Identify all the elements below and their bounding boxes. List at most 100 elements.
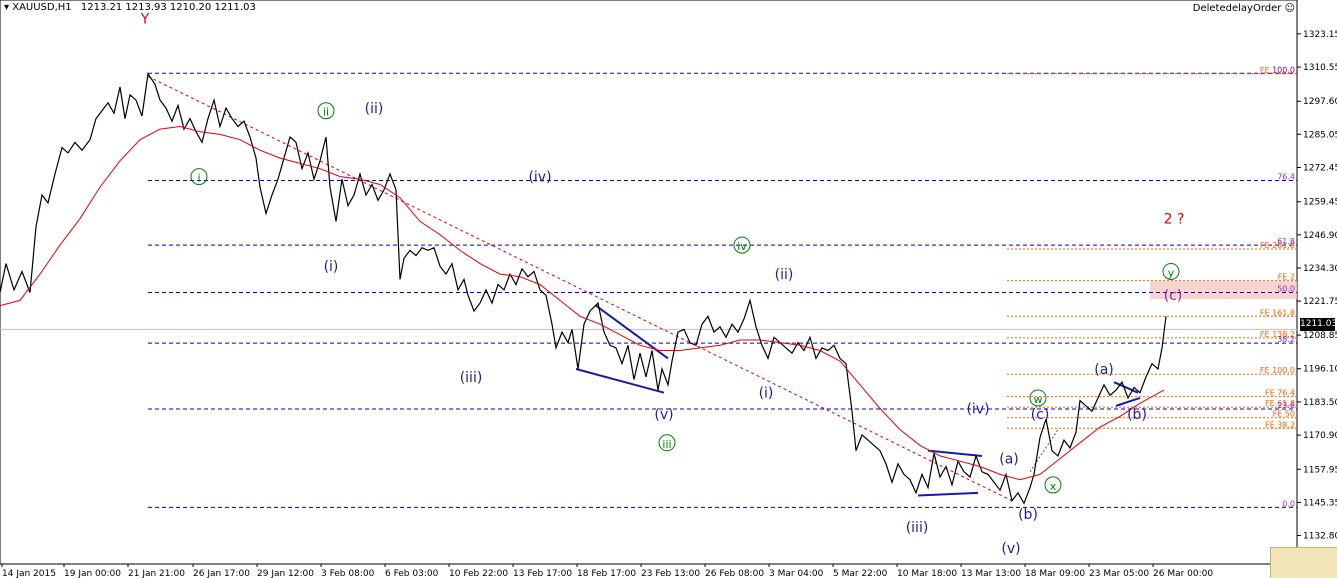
wave-label: (v) xyxy=(1001,541,1020,557)
pattern-boundary-line xyxy=(927,449,983,457)
fib-level-label: FE 76.4 xyxy=(1265,389,1295,398)
wave-label-circle xyxy=(1044,476,1062,494)
wave-label: w xyxy=(1034,393,1043,406)
x-tick-label: 18 Mar 09:00 xyxy=(1025,569,1085,578)
y-tick-label: 1183.50 xyxy=(1303,398,1337,408)
y-tick-label: 1157.95 xyxy=(1303,465,1337,475)
wave-label: (a) xyxy=(999,452,1019,468)
pattern-boundary-line xyxy=(1113,381,1139,394)
wave-label: (ii) xyxy=(775,267,794,283)
chart-header: ▾ XAUUSD,H1 1213.21 1213.93 1210.20 1211… xyxy=(4,2,256,13)
fib-level-label: 76.4 xyxy=(1277,173,1295,182)
x-tick-label: 21 Jan 21:00 xyxy=(128,569,185,578)
y-tick-label: 1208.85 xyxy=(1303,331,1337,341)
wave-label: (b) xyxy=(1127,407,1147,423)
wave-label: 2 ? xyxy=(1164,212,1185,228)
x-tick-label: 3 Mar 04:00 xyxy=(769,569,824,578)
moving-average-line xyxy=(0,125,1165,481)
wave-label: y xyxy=(1168,266,1175,279)
wave-label: (i) xyxy=(324,259,339,275)
x-tick-label: 23 Mar 05:00 xyxy=(1089,569,1149,578)
x-tick-label: 26 Mar 00:00 xyxy=(1153,569,1213,578)
y-tick-label: 1259.45 xyxy=(1303,198,1337,208)
y-tick-label: 1196.10 xyxy=(1303,365,1337,375)
wave-label: ii xyxy=(323,106,329,119)
price-series-line xyxy=(0,72,1167,505)
fib-level-label: 61.8 xyxy=(1277,237,1295,246)
wave-connector xyxy=(1029,429,1059,473)
fib-level-label: FE 50 xyxy=(1273,410,1295,419)
x-tick-label: 23 Feb 13:00 xyxy=(641,569,700,578)
wave-label: i xyxy=(197,172,200,185)
fib-level-label: FE 161.8 xyxy=(1260,308,1295,317)
fib-level-label: FE 100.0 xyxy=(1260,366,1295,375)
wave-label: (c) xyxy=(1031,407,1050,423)
ohlc-values: 1213.21 1213.93 1210.20 1211.03 xyxy=(80,2,256,13)
trendline xyxy=(147,75,1013,502)
target-zone xyxy=(1150,281,1297,300)
wave-label: (c) xyxy=(1164,288,1183,304)
delete-delay-order-label: DeletedelayOrder xyxy=(1192,3,1282,14)
x-tick-label: 10 Mar 18:00 xyxy=(897,569,957,578)
wave-label: (iv) xyxy=(528,170,551,186)
wave-label-circle xyxy=(1162,262,1180,280)
fib-level-label: 23.6 xyxy=(1277,401,1295,410)
y-tick-label: 1310.55 xyxy=(1303,63,1337,73)
wave-label: (b) xyxy=(1018,507,1038,523)
smiley-icon: ☺ xyxy=(1284,3,1295,14)
plot-frame xyxy=(0,0,1298,565)
x-tick-label: 18 Feb 17:00 xyxy=(577,569,636,578)
fib-level-label: FE 100.0 xyxy=(1260,66,1295,75)
wave-label: (v) xyxy=(654,407,673,423)
fib-level-label: 38.2 xyxy=(1277,335,1295,344)
y-tick-label: 1272.45 xyxy=(1303,163,1337,173)
wave-label: (iii) xyxy=(906,520,929,536)
wave-label: Y xyxy=(140,11,150,27)
x-tick-label: 6 Feb 03:00 xyxy=(385,569,439,578)
wave-label: (iii) xyxy=(460,370,483,386)
x-tick-label: 3 Feb 08:00 xyxy=(321,569,375,578)
fib-level-label: FE 138.2 xyxy=(1260,330,1295,339)
x-tick-label: 5 Mar 22:00 xyxy=(833,569,888,578)
symbol-label: XAUUSD,H1 xyxy=(12,2,72,13)
x-tick-label: 19 Jan 00:00 xyxy=(64,569,121,578)
wave-label-circle xyxy=(1029,389,1047,407)
x-tick-label: 29 Jan 12:00 xyxy=(257,569,314,578)
current-price-tag: 1211.03 xyxy=(1300,318,1337,331)
fib-level-label: FE 38.2 xyxy=(1265,420,1295,429)
y-tick-label: 1246.90 xyxy=(1303,231,1337,241)
x-tick-label: 14 Jan 2015 xyxy=(2,569,56,578)
dropdown-arrow-icon[interactable]: ▾ xyxy=(4,2,10,13)
wave-label-circle xyxy=(317,102,335,120)
y-tick-label: 1234.30 xyxy=(1303,264,1337,274)
y-tick-label: 1221.75 xyxy=(1303,297,1337,307)
fib-level-label: FE 2 xyxy=(1278,273,1295,282)
wave-label: (a) xyxy=(1094,362,1114,378)
wave-label: iii xyxy=(662,438,671,451)
x-tick-label: 26 Jan 17:00 xyxy=(193,569,250,578)
y-tick-label: 1132.80 xyxy=(1303,532,1337,542)
wave-label-circle xyxy=(733,236,751,254)
fib-level-label: FE 261.8 xyxy=(1260,241,1295,250)
fib-level-label: 50.0 xyxy=(1277,285,1295,294)
expert-advisor-panel[interactable] xyxy=(1270,547,1337,578)
x-tick-label: 13 Mar 13:00 xyxy=(961,569,1021,578)
pattern-boundary-line xyxy=(917,491,979,497)
y-tick-label: 1170.90 xyxy=(1303,431,1337,441)
wave-label: x xyxy=(1050,480,1057,493)
x-tick-label: 26 Feb 08:00 xyxy=(705,569,764,578)
pattern-boundary-line xyxy=(1115,397,1141,407)
fib-level-label: 100.0 xyxy=(1272,65,1295,74)
fib-level-label: 0.0 xyxy=(1282,499,1295,508)
wave-label: (iv) xyxy=(966,402,989,418)
x-tick-label: 10 Feb 22:00 xyxy=(449,569,508,578)
delete-delay-order-button[interactable]: DeletedelayOrder ☺ xyxy=(1193,3,1295,14)
wave-label: iv xyxy=(737,240,747,253)
wave-label: (i) xyxy=(759,386,774,402)
wave-label-circle xyxy=(190,168,208,186)
y-tick-label: 1145.35 xyxy=(1303,498,1337,508)
fib-level-label: FE 61.8 xyxy=(1265,399,1295,408)
x-tick-label: 13 Feb 17:00 xyxy=(513,569,572,578)
wave-label: (ii) xyxy=(365,101,384,117)
